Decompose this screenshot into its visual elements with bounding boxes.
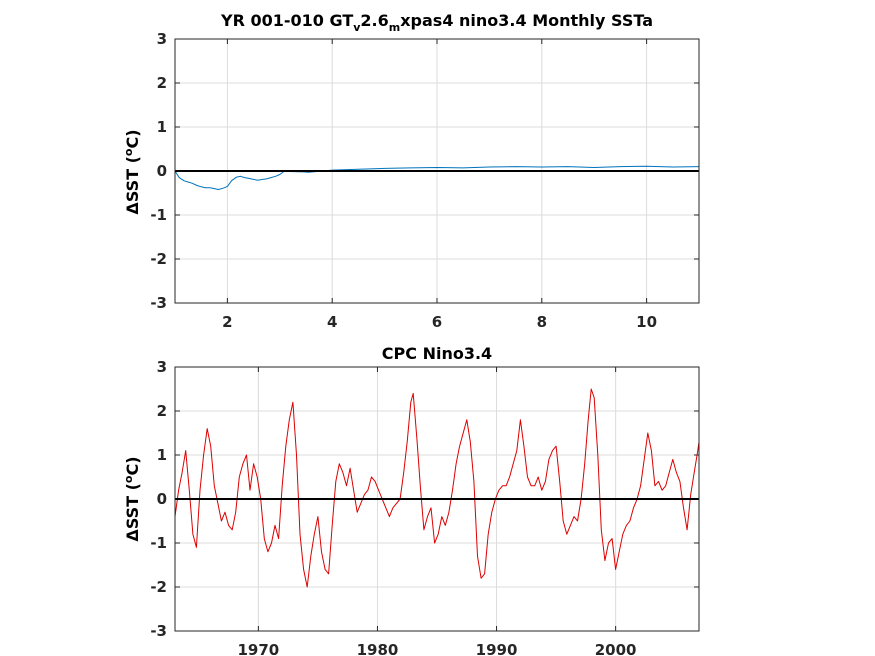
upper-y-tick-label: 0 <box>157 162 167 180</box>
lower-chart-title: CPC Nino3.4 <box>382 344 492 363</box>
lower-series-line <box>174 388 700 588</box>
lower-x-tick-label: 1970 <box>237 641 279 656</box>
upper-y-tick-label: -2 <box>150 250 167 268</box>
lower-y-tick-label: -3 <box>150 622 167 640</box>
upper-y-tick-label: 2 <box>157 74 167 92</box>
upper-y-tick-label: -1 <box>150 206 167 224</box>
lower-y-tick-label: 2 <box>157 402 167 420</box>
lower-y-tick-label: 0 <box>157 490 167 508</box>
upper-x-tick-label: 6 <box>432 313 442 331</box>
lower-y-tick-label: -1 <box>150 534 167 552</box>
upper-y-tick-label: 1 <box>157 118 167 136</box>
upper-chart-panel: YR 001-010 GTv2.6mxpas4 nino3.4 Monthly … <box>122 11 700 331</box>
lower-y-tick-label: -2 <box>150 578 167 596</box>
lower-x-tick-label: 1990 <box>476 641 518 656</box>
upper-y-axis-label: ΔSST (oC) <box>122 129 142 214</box>
lower-axes-box <box>174 366 700 632</box>
upper-x-tick-label: 2 <box>222 313 232 331</box>
lower-y-axis-label: ΔSST (oC) <box>122 456 142 541</box>
upper-chart-title: YR 001-010 GTv2.6mxpas4 nino3.4 Monthly … <box>220 11 653 34</box>
upper-x-tick-label: 8 <box>537 313 547 331</box>
lower-chart-panel: CPC Nino3.4 1970 1980 1990 2000 -3 -2 -1 0 1 2 3 Δ… <box>122 344 700 656</box>
upper-y-tick-label: -3 <box>150 294 167 312</box>
lower-x-tick-label: 2000 <box>595 641 637 656</box>
upper-axes-box <box>174 38 700 304</box>
upper-x-tick-label: 4 <box>327 313 337 331</box>
lower-x-tick-label: 1980 <box>357 641 399 656</box>
lower-y-tick-label: 3 <box>157 358 167 376</box>
lower-y-tick-label: 1 <box>157 446 167 464</box>
upper-y-tick-label: 3 <box>157 30 167 48</box>
upper-x-tick-label: 10 <box>636 313 657 331</box>
upper-series-line <box>174 165 700 190</box>
